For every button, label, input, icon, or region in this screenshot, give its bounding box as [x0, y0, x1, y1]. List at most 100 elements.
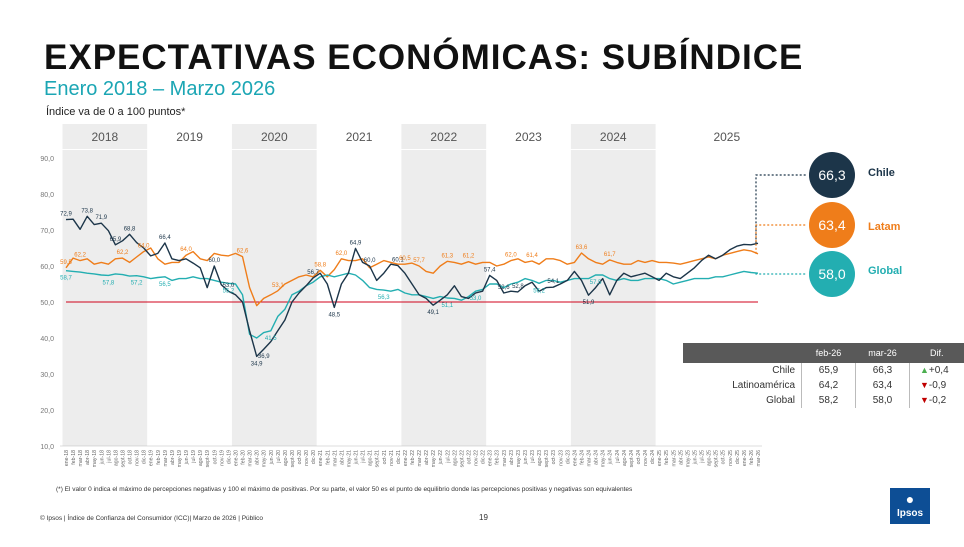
data-label: 62,6: [237, 249, 249, 255]
x-tick-label: nov-22: [474, 450, 480, 466]
arrow-up-icon: ▲: [919, 365, 929, 375]
data-label: 64,9: [350, 240, 362, 246]
row-feb-value: 65,9: [801, 363, 856, 378]
x-tick-label: ago-19: [198, 450, 204, 466]
year-label: 2018: [91, 130, 118, 144]
data-label: 34,9: [251, 361, 263, 367]
x-tick-label: jul-20: [276, 450, 282, 464]
table-header-row: feb-26 mar-26 Dif.: [683, 343, 964, 363]
table-row: Global 58,2 58,0 ▼-0,2: [683, 393, 964, 408]
series-line-global: [65, 270, 759, 339]
data-label: 58,7: [60, 276, 72, 282]
x-tick-label: may-18: [92, 450, 98, 467]
y-tick-label: 40,0: [40, 336, 54, 343]
connector-line: [755, 224, 807, 254]
x-tick-label: dic-23: [565, 450, 571, 464]
row-feb-value: 64,2: [801, 378, 856, 393]
x-tick-label: abr-22: [424, 450, 430, 465]
table-row: Chile 65,9 66,3 ▲+0,4: [683, 363, 964, 378]
x-tick-label: oct-20: [297, 450, 303, 465]
data-label: 62,0: [336, 251, 348, 257]
x-tick-label: mar-24: [587, 450, 593, 467]
data-label: 41,5: [265, 336, 277, 342]
x-tick-label: mar-20: [248, 450, 254, 467]
x-tick-label: dic-25: [735, 450, 741, 464]
x-tick-label: jul-22: [445, 450, 451, 464]
x-tick-label: ene-21: [318, 450, 324, 466]
year-shade-band: [62, 150, 148, 446]
year-header-band: [570, 124, 656, 149]
x-tick-label: feb-19: [156, 450, 162, 465]
x-tick-label: feb-18: [71, 450, 77, 465]
x-tick-label: ene-20: [233, 450, 239, 466]
unit-note: Índice va de 0 a 100 puntos*: [46, 106, 186, 118]
x-tick-label: oct-22: [466, 450, 472, 465]
data-label: 73,8: [81, 208, 93, 214]
data-label: 62,2: [117, 250, 129, 256]
year-header-band: [62, 124, 148, 149]
x-tick-label: oct-23: [551, 450, 557, 465]
x-tick-label: abr-18: [85, 450, 91, 465]
x-tick-label: ago-20: [283, 450, 289, 466]
data-label: 57,2: [131, 281, 143, 287]
x-tick-label: oct-18: [128, 450, 134, 465]
data-label: 60,1: [392, 258, 404, 264]
row-dif-value: -0,9: [928, 380, 947, 391]
data-label: 55,2: [223, 288, 235, 294]
year-label: 2025: [713, 130, 740, 144]
x-tick-label: ago-22: [452, 450, 458, 466]
y-tick-label: 60,0: [40, 264, 54, 271]
data-label: 53,0: [223, 283, 235, 289]
x-tick-label: mar-22: [417, 450, 423, 467]
x-tick-label: jul-23: [530, 450, 536, 464]
data-label: 56,3: [378, 295, 390, 301]
data-label: 61,3: [441, 253, 453, 259]
x-tick-label: ago-21: [368, 450, 374, 466]
ipsos-logo: ● Ipsos: [890, 488, 930, 524]
page-subtitle: Enero 2018 – Marzo 2026: [44, 78, 276, 100]
global-bubble-label: Global: [868, 265, 903, 277]
y-tick-label: 90,0: [40, 156, 54, 163]
x-tick-label: mar-18: [78, 450, 84, 467]
logo-mark-icon: ●: [905, 491, 915, 507]
y-tick-label: 10,0: [40, 444, 54, 451]
x-tick-label: sept-25: [714, 450, 720, 467]
x-tick-label: abr-20: [255, 450, 261, 465]
x-tick-label: jul-21: [361, 450, 367, 464]
latam-value-bubble: 63,4: [809, 202, 855, 248]
row-dif-value: -0,2: [928, 395, 947, 406]
global-value-bubble: 58,0: [809, 251, 855, 297]
x-tick-label: ene-26: [742, 450, 748, 466]
x-tick-label: nov-21: [389, 450, 395, 466]
x-tick-label: jun-19: [184, 450, 190, 466]
row-label: Latinoamérica: [732, 380, 796, 391]
arrow-down-icon: ▼: [919, 395, 929, 405]
x-tick-label: jun-18: [99, 450, 105, 466]
x-tick-label: ene-23: [488, 450, 494, 466]
row-dif-value: +0,4: [928, 365, 949, 376]
x-tick-label: mar-23: [502, 450, 508, 467]
x-tick-label: ago-25: [707, 450, 713, 466]
x-tick-label: sept-18: [120, 450, 126, 467]
x-tick-label: ene-18: [64, 450, 70, 466]
page-title: EXPECTATIVAS ECONÓMICAS: SUBÍNDICE: [44, 38, 804, 77]
y-tick-label: 30,0: [40, 372, 54, 379]
chile-value-bubble: 66,3: [809, 152, 855, 198]
year-header-band: [401, 124, 487, 149]
x-tick-label: nov-18: [135, 450, 141, 466]
table-header-dif: Dif.: [909, 343, 964, 363]
x-tick-label: feb-26: [749, 450, 755, 465]
row-label: Global: [766, 395, 796, 406]
latam-bubble-label: Latam: [868, 221, 901, 233]
x-tick-label: ago-24: [622, 450, 628, 466]
data-label: 68,8: [124, 226, 136, 232]
x-tick-label: may-19: [177, 450, 183, 467]
y-tick-label: 50,0: [40, 300, 54, 307]
footnote: (*) El valor 0 indica el máximo de perce…: [56, 486, 633, 493]
x-tick-label: sept-23: [544, 450, 550, 467]
x-tick-label: abr-21: [339, 450, 345, 465]
data-label: 61,2: [463, 254, 475, 260]
comparison-table: feb-26 mar-26 Dif. Chile 65,9 66,3 ▲+0,4…: [683, 343, 964, 408]
x-tick-label: nov-25: [728, 450, 734, 466]
data-label: 65,9: [110, 237, 122, 243]
